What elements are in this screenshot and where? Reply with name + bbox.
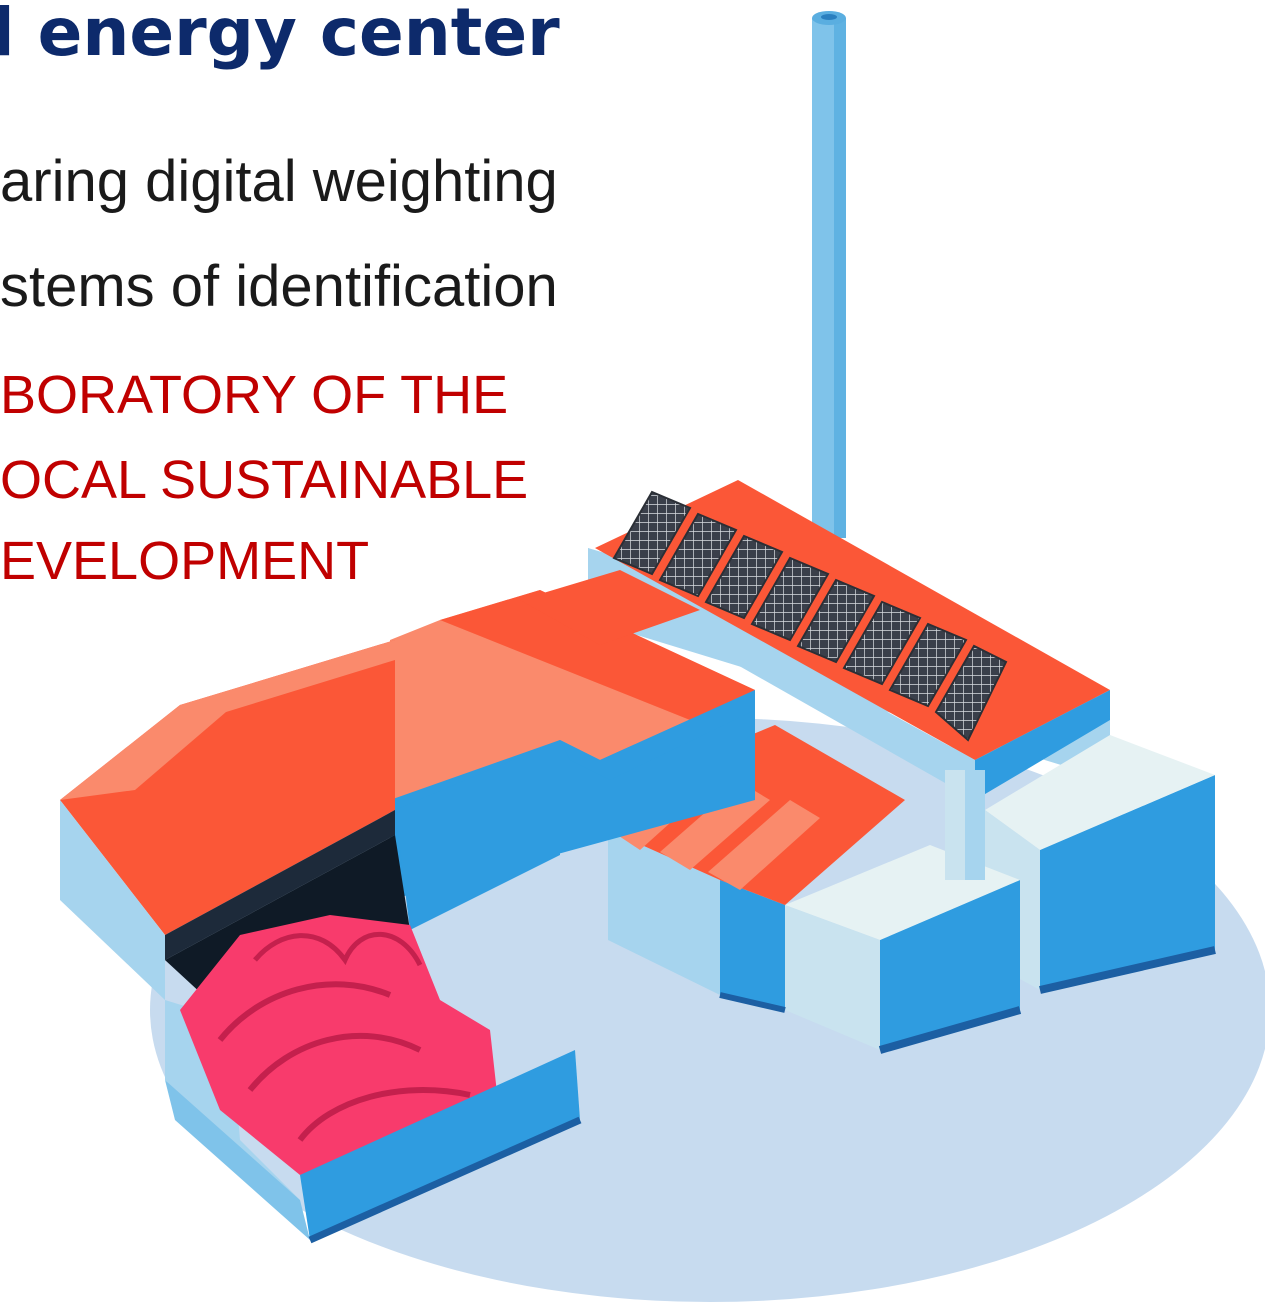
right-blocks [785, 735, 1216, 1054]
chimney [812, 11, 846, 538]
highlight-line-1: BORATORY OF THE [0, 365, 509, 425]
main-hall [60, 640, 582, 1244]
bullet-identification: stems of identification [0, 254, 558, 319]
bullet-digital-weighting: aring digital weighting [0, 149, 558, 214]
slide-title: l energy center [0, 0, 560, 71]
highlight-line-3: EVELOPMENT [0, 531, 370, 591]
highlight-line-2: OCAL SUSTAINABLE [0, 450, 529, 510]
solar-panels [612, 490, 1008, 742]
